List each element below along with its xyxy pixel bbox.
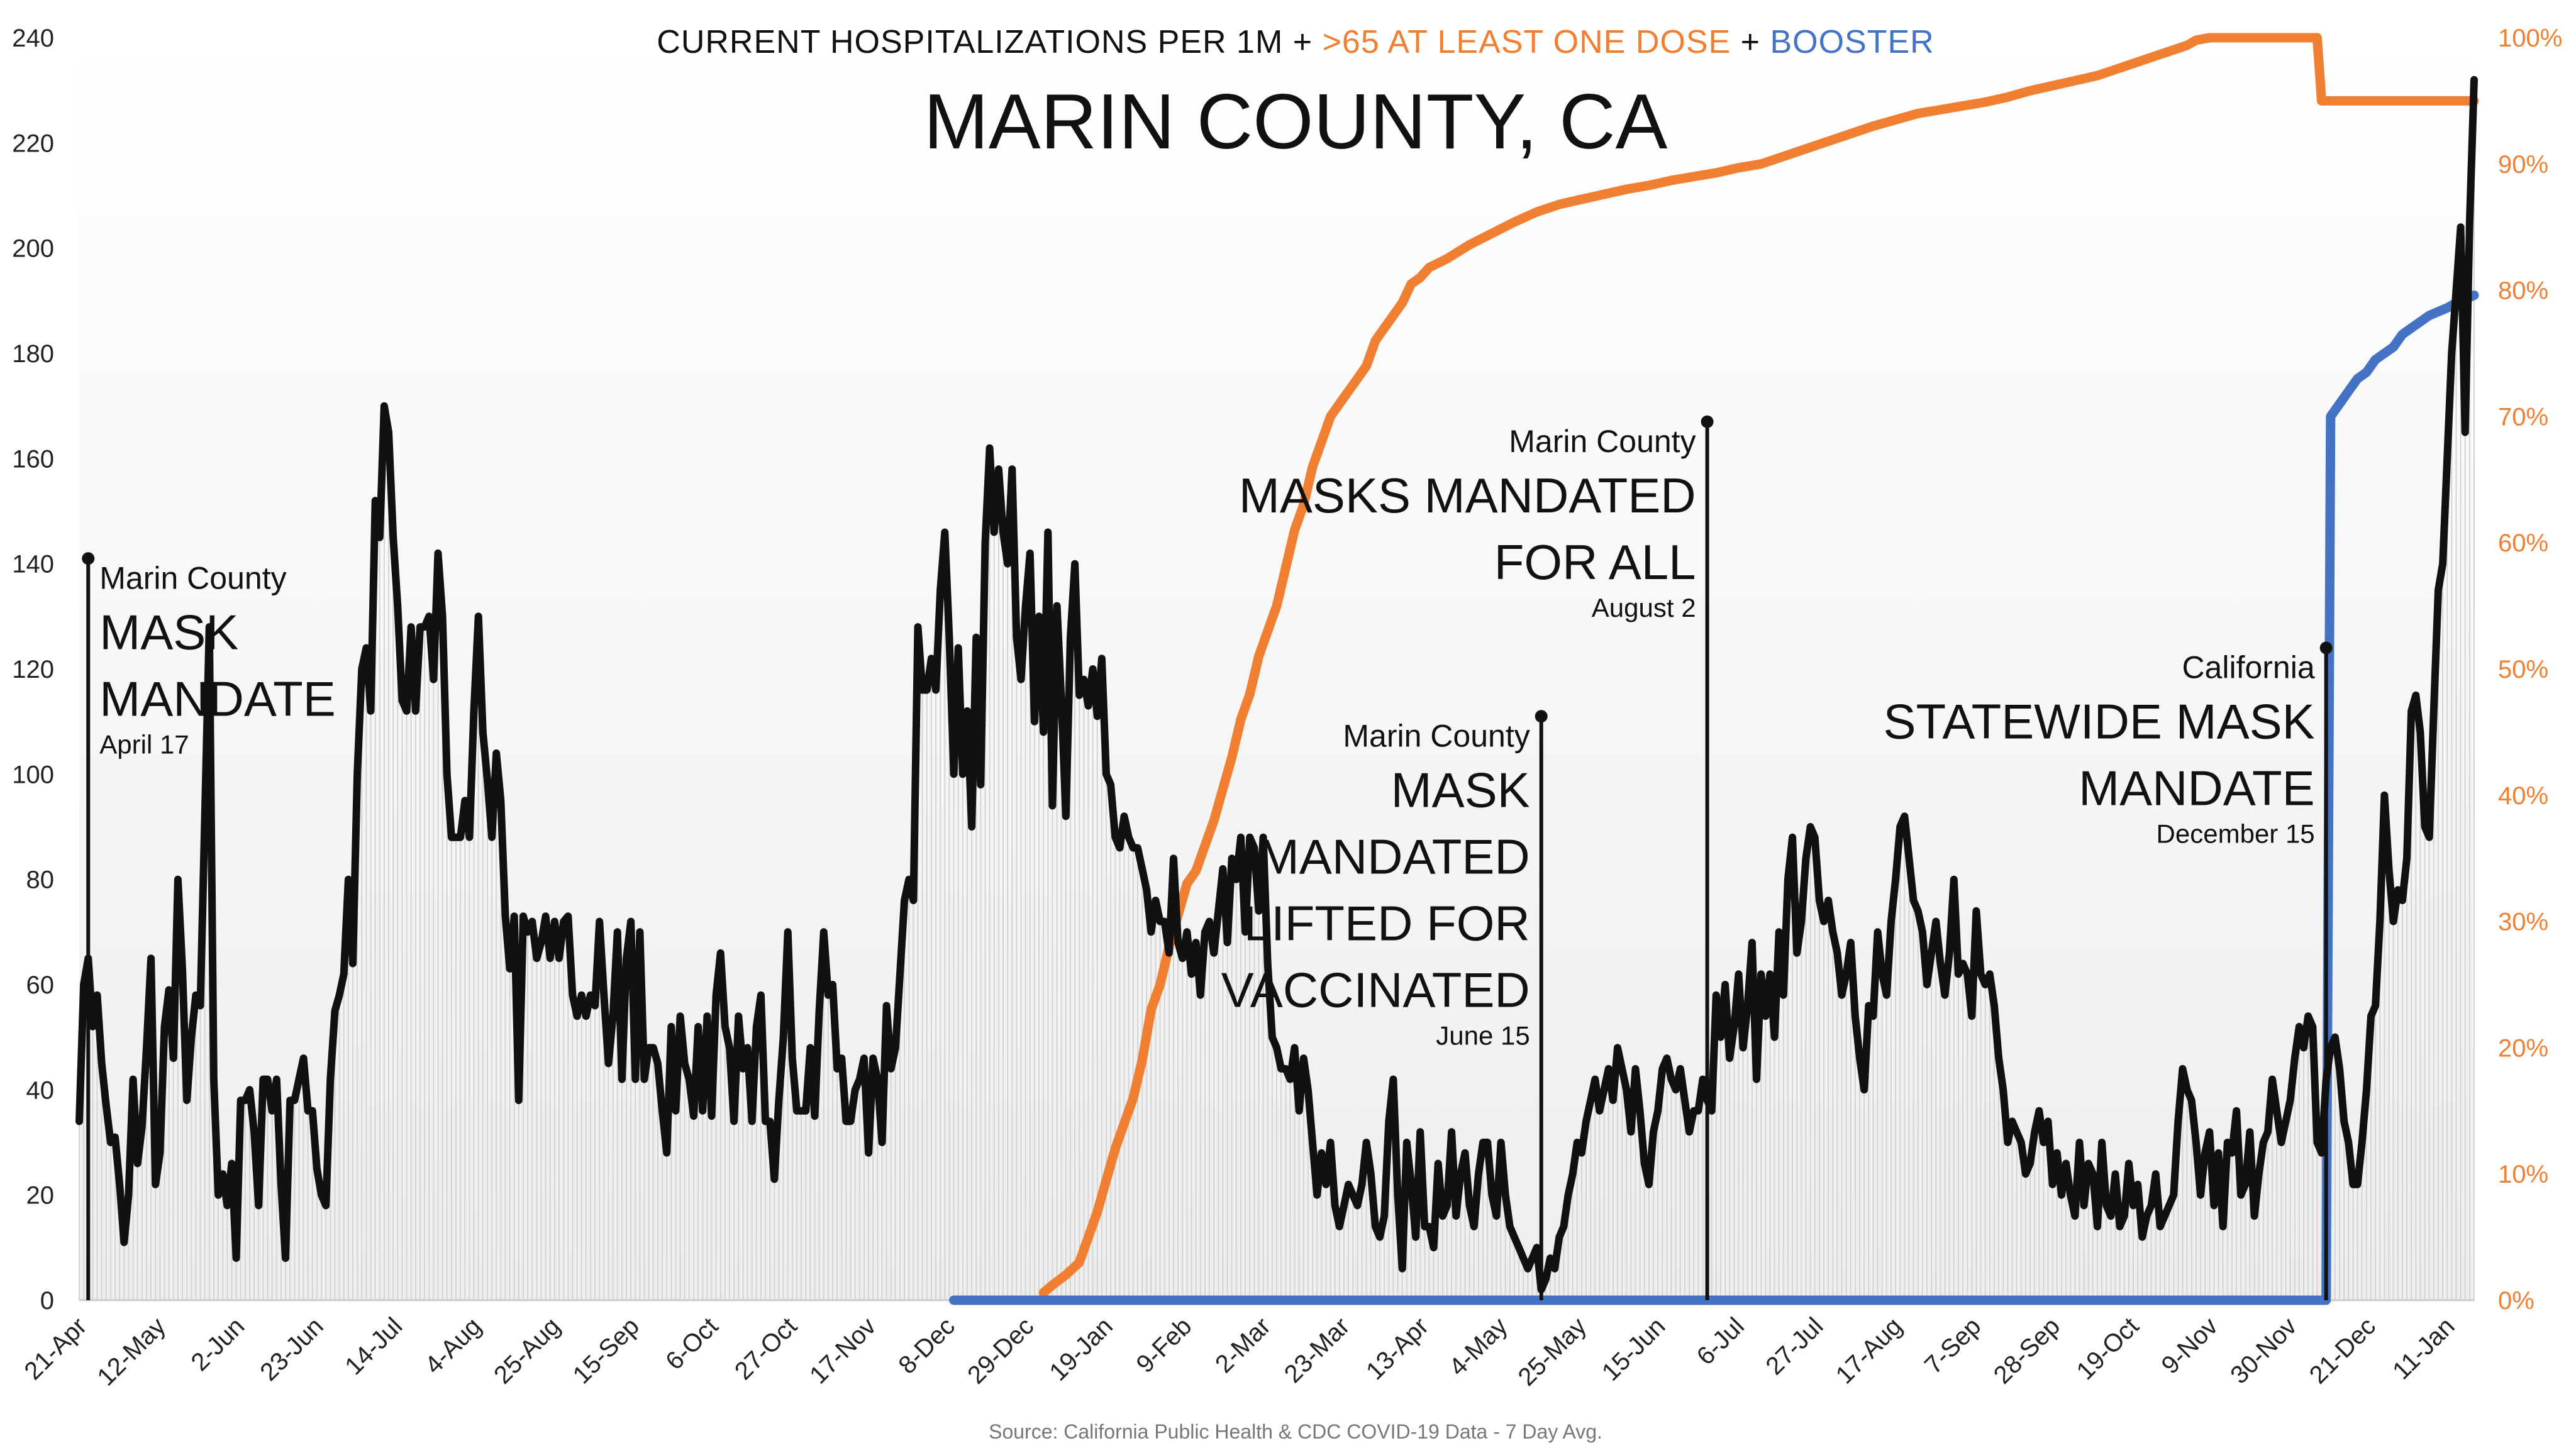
x-axis: 21-Apr 12-May 2-Jun 23-Jun 14-Jul 4-Aug 25-Aug…: [19, 1312, 2460, 1391]
x-tick: 12-May: [92, 1312, 170, 1391]
x-tick: 30-Nov: [2225, 1312, 2302, 1389]
x-tick: 23-Jun: [255, 1312, 329, 1386]
x-tick: 21-Dec: [2304, 1312, 2381, 1389]
series-booster-line: [949, 290, 2479, 1305]
annotation-headline: FOR ALL: [1494, 534, 1696, 590]
chart-title: MARIN COUNTY, CA: [924, 79, 1668, 165]
x-tick: 29-Dec: [962, 1312, 1039, 1389]
annotation-source: California: [2182, 650, 2314, 685]
annotation-date: April 17: [99, 729, 189, 759]
source-note: Source: California Public Health & CDC C…: [989, 1420, 1602, 1443]
annotation-source: Marin County: [1343, 718, 1530, 753]
y-right-tick: 100%: [2498, 25, 2562, 52]
y-left-tick: 40: [26, 1076, 55, 1104]
x-tick: 27-Oct: [730, 1312, 802, 1385]
y-right-tick: 70%: [2498, 403, 2548, 431]
x-tick: 9-Feb: [1131, 1312, 1197, 1378]
y-right-tick: 90%: [2498, 151, 2548, 179]
y-right-tick: 50%: [2498, 656, 2548, 683]
annotation-source: Marin County: [99, 560, 286, 595]
chart-subtitle: CURRENT HOSPITALIZATIONS PER 1M + >65 AT…: [657, 24, 1934, 60]
x-tick: 4-Aug: [419, 1312, 487, 1379]
annotation-headline: MANDATE: [99, 671, 336, 726]
y-axis-left: 0 20 40 60 80 100 120 140 160 180 200 220 240: [12, 25, 54, 1315]
annotation-source: Marin County: [1509, 424, 1696, 459]
y-right-tick: 80%: [2498, 277, 2548, 305]
x-tick: 17-Aug: [1831, 1312, 1907, 1389]
x-tick: 6-Oct: [660, 1312, 723, 1375]
series-hosp-line: [75, 75, 2478, 1294]
annotation-headline: STATEWIDE MASK: [1884, 694, 2315, 749]
annotation-marker-dot: [1701, 415, 1714, 428]
x-tick: 19-Oct: [2072, 1312, 2145, 1385]
y-right-tick: 30%: [2498, 909, 2548, 936]
x-tick: 25-Aug: [489, 1312, 565, 1389]
x-tick: 21-Apr: [19, 1312, 92, 1385]
y-right-tick: 10%: [2498, 1161, 2548, 1188]
x-tick: 23-Mar: [1279, 1312, 1355, 1388]
y-axis-right: 0% 10% 20% 30% 40% 50% 60% 70% 80% 90% 100%: [2498, 25, 2562, 1315]
subtitle-hosp: CURRENT HOSPITALIZATIONS PER 1M +: [657, 24, 1322, 60]
annotation-date: June 15: [1436, 1020, 1530, 1050]
x-tick: 7-Sep: [1919, 1312, 1987, 1379]
y-left-tick: 220: [12, 130, 54, 157]
y-left-tick: 240: [12, 25, 54, 52]
annotation-headline: MANDATE: [2079, 761, 2315, 816]
annotation-headline: MANDATED: [1258, 829, 1530, 884]
x-tick: 28-Sep: [1989, 1312, 2065, 1389]
y-left-tick: 60: [26, 971, 55, 999]
x-tick: 2-Mar: [1210, 1312, 1276, 1378]
annotation-headline: VACCINATED: [1221, 962, 1530, 1017]
annotation-marker-dot: [1535, 710, 1548, 723]
x-tick: 13-Apr: [1361, 1312, 1434, 1385]
x-tick: 27-Jul: [1760, 1312, 1828, 1380]
subtitle-dose: >65 AT LEAST ONE DOSE: [1323, 24, 1731, 60]
y-left-tick: 20: [26, 1182, 55, 1210]
y-left-tick: 140: [12, 551, 54, 578]
y-right-tick: 40%: [2498, 782, 2548, 810]
y-left-tick: 80: [26, 866, 55, 894]
x-tick: 2-Jun: [186, 1312, 250, 1376]
subtitle-booster: BOOSTER: [1770, 24, 1934, 60]
x-tick: 4-May: [1444, 1312, 1513, 1381]
x-tick: 8-Dec: [893, 1312, 960, 1379]
x-tick: 14-Jul: [340, 1312, 408, 1380]
y-left-tick: 0: [40, 1287, 54, 1315]
y-left-tick: 200: [12, 235, 54, 263]
y-right-tick: 0%: [2498, 1287, 2534, 1315]
x-tick: 25-May: [1513, 1312, 1592, 1391]
annotation-marker-dot: [2319, 641, 2333, 655]
y-left-tick: 160: [12, 445, 54, 473]
annotation-date: August 2: [1592, 593, 1696, 622]
annotation-date: December 15: [2157, 819, 2315, 849]
annotation-headline: MASK: [99, 604, 238, 660]
subtitle-plus: +: [1731, 24, 1770, 60]
x-tick: 11-Jan: [2387, 1312, 2460, 1385]
annotation-headline: LIFTED FOR: [1244, 895, 1530, 951]
y-left-tick: 100: [12, 761, 54, 788]
x-tick: 6-Jul: [1692, 1312, 1750, 1370]
x-tick: 9-Nov: [2156, 1312, 2223, 1379]
annotation-headline: MASK: [1391, 762, 1530, 817]
annotation-marker-dot: [82, 552, 95, 565]
y-left-tick: 120: [12, 656, 54, 683]
y-right-tick: 60%: [2498, 529, 2548, 557]
x-tick: 19-Jan: [1044, 1312, 1118, 1386]
y-left-tick: 180: [12, 340, 54, 368]
annotation-headline: MASKS MANDATED: [1239, 468, 1696, 523]
x-tick: 15-Jun: [1597, 1312, 1671, 1386]
y-right-tick: 20%: [2498, 1034, 2548, 1062]
x-tick: 17-Nov: [804, 1312, 881, 1389]
x-tick: 15-Sep: [568, 1312, 645, 1389]
